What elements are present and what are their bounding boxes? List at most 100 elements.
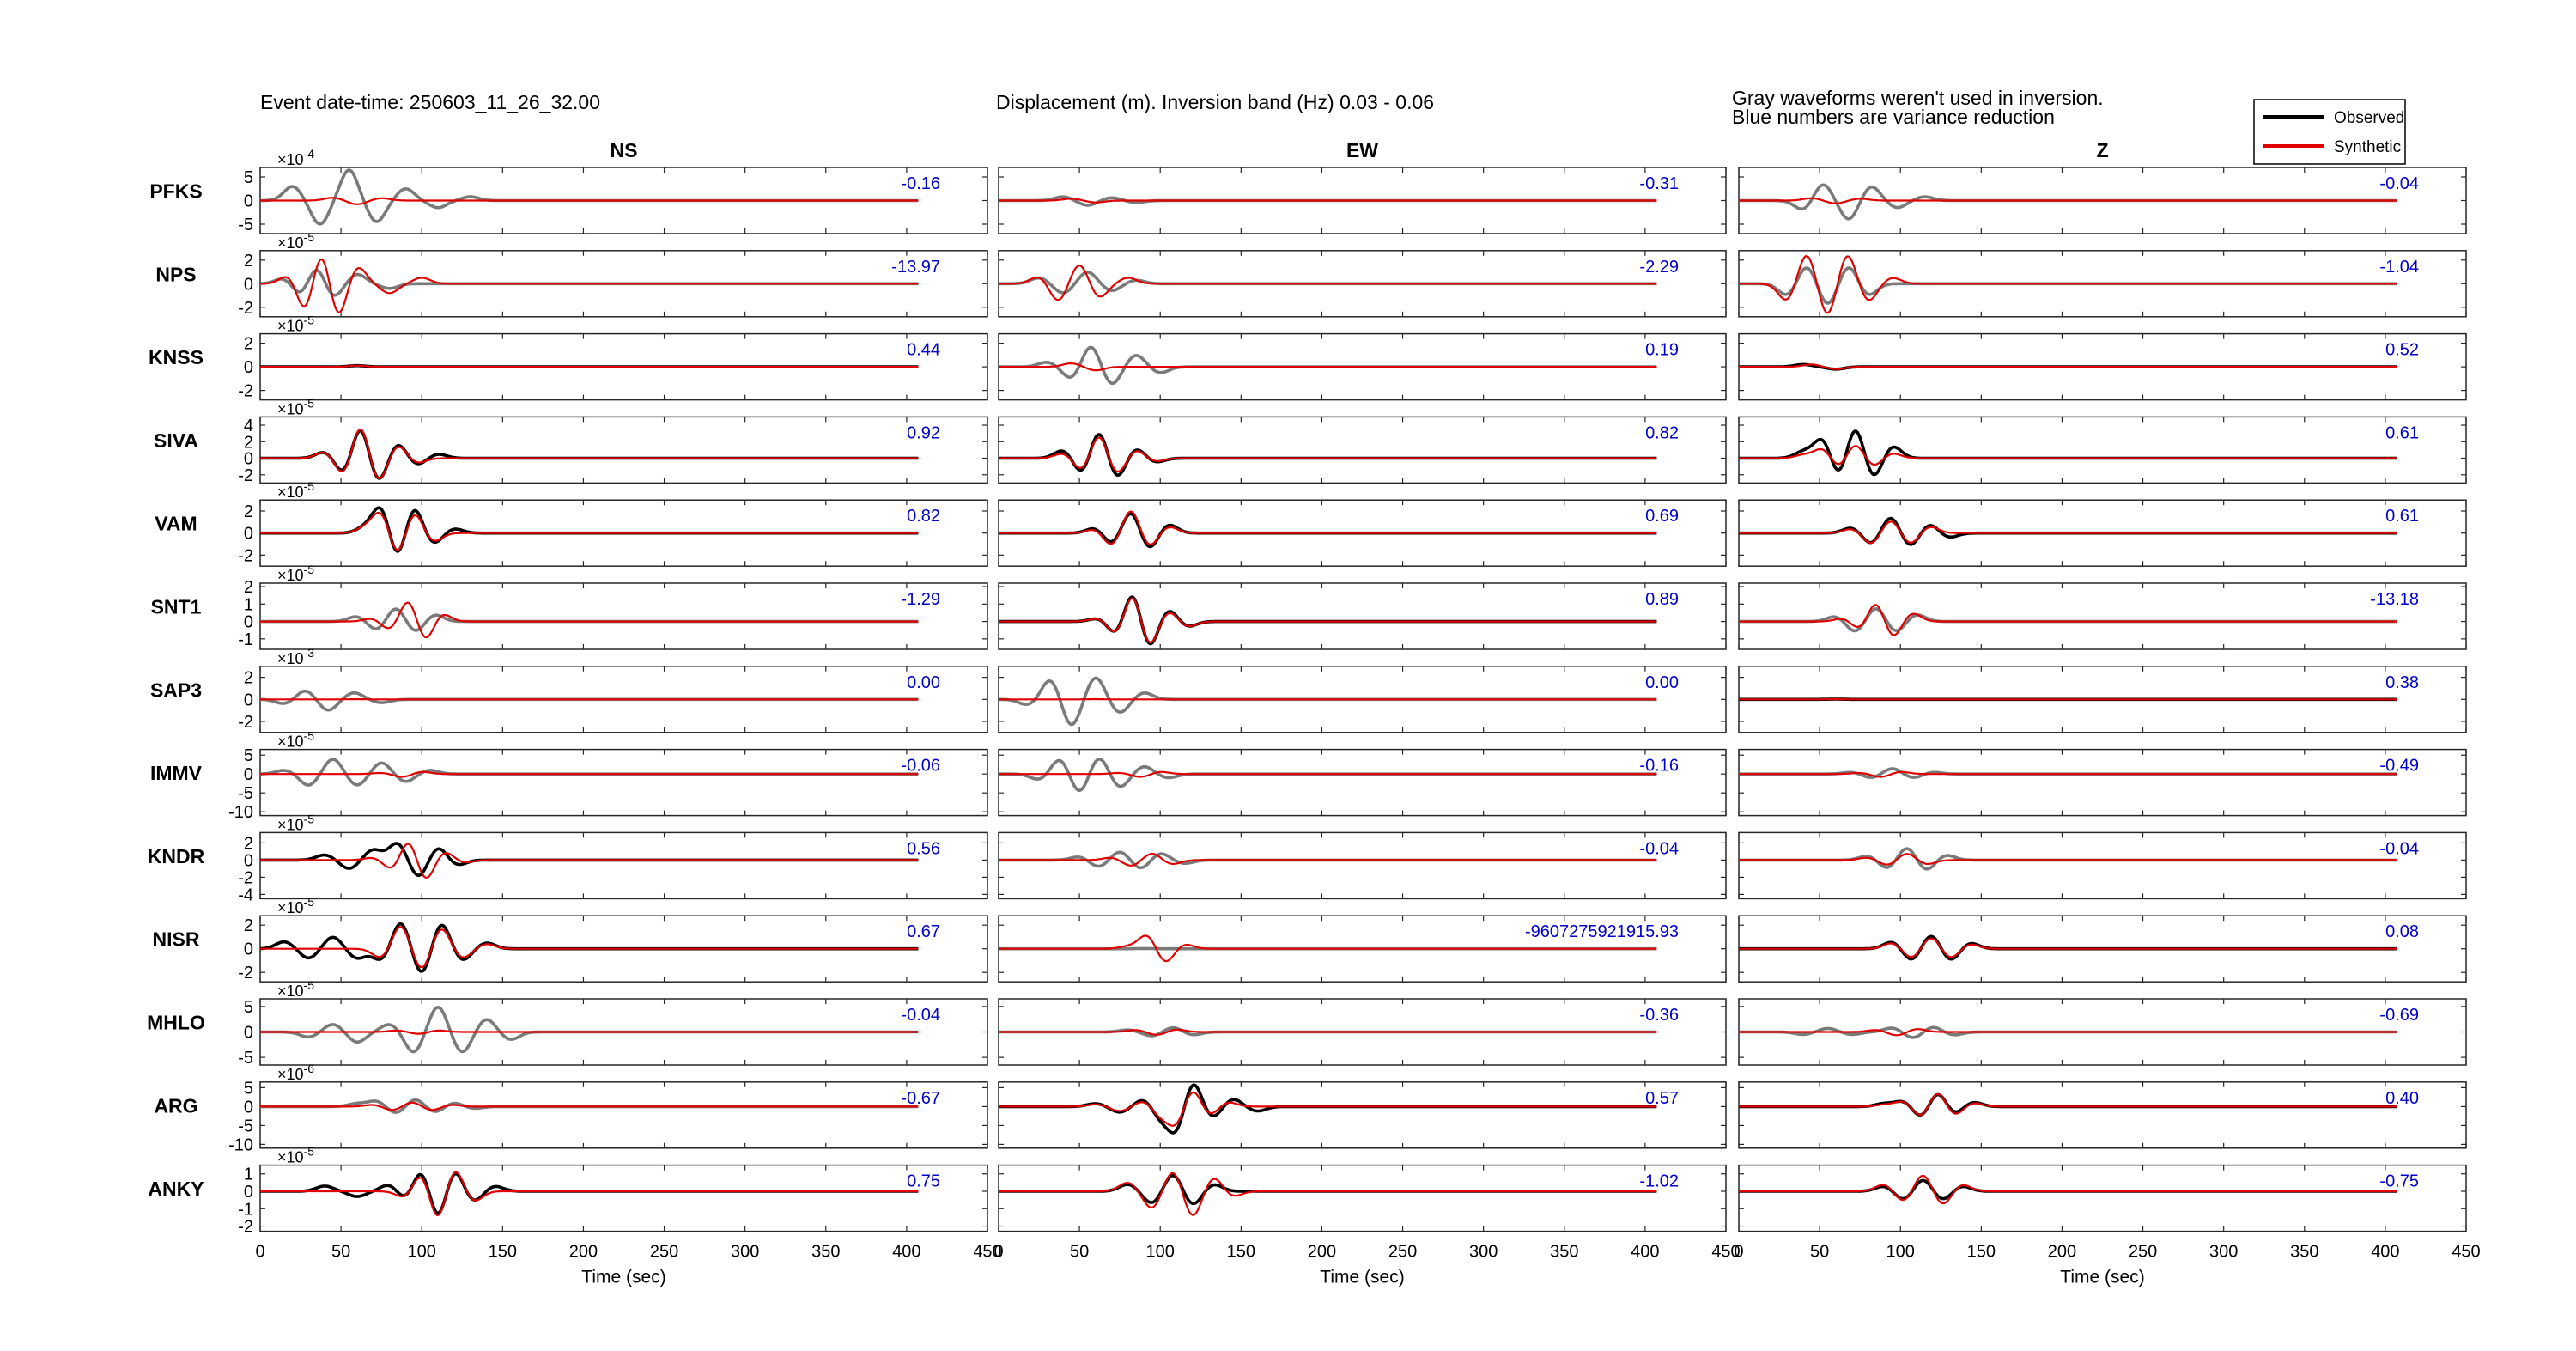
synthetic-trace <box>260 364 919 368</box>
variance-reduction-value: -0.69 <box>2379 1006 2419 1025</box>
y-tick-label: 5 <box>244 998 253 1017</box>
panel-nisr-z: 0.08 <box>1738 915 2467 983</box>
panel-vam-ns: 20-2×10-50.82 <box>238 479 988 567</box>
synthetic-trace <box>260 197 919 205</box>
variance-reduction-value: 0.52 <box>2385 341 2419 360</box>
variance-reduction-value: -2.29 <box>1639 258 1679 277</box>
station-label-siva: SIVA <box>154 429 198 452</box>
synthetic-trace <box>260 843 919 879</box>
y-tick-label: 2 <box>244 578 253 597</box>
y-tick-label: 5 <box>244 746 253 765</box>
variance-reduction-value: -0.16 <box>1639 757 1679 776</box>
synthetic-trace <box>1739 445 2397 466</box>
panel-snt1-ew: 0.89 <box>998 582 1727 650</box>
panel-siva-z: 0.61 <box>1738 416 2467 484</box>
panel-anky-z: -0.75 <box>1738 1164 2467 1232</box>
note-variance-reduction: Blue numbers are variance reduction <box>1732 106 2055 128</box>
component-title-ns: NS <box>611 139 638 161</box>
panel-sap3-z: 0.38 <box>1738 666 2467 733</box>
variance-reduction-value: 0.56 <box>907 839 940 858</box>
panel-pfks-ew: -0.31 <box>998 167 1727 234</box>
axes-frame <box>998 1081 1727 1149</box>
synthetic-trace <box>260 429 919 480</box>
y-exponent-label: ×10-4 <box>277 147 314 168</box>
synthetic-trace <box>1739 520 2397 545</box>
panel-mhlo-ew: -0.36 <box>998 998 1727 1066</box>
panel-nisr-ew: -9607275921915.93 <box>998 915 1727 983</box>
panel-knss-z: 0.52 <box>1738 332 2467 401</box>
x-tick-label: 350 <box>811 1243 840 1262</box>
x-tick-label: 200 <box>1308 1243 1336 1262</box>
synthetic-trace <box>1739 197 2397 204</box>
station-label-arg: ARG <box>154 1094 197 1117</box>
y-tick-label: -2 <box>238 964 253 983</box>
synthetic-trace <box>260 601 919 639</box>
synthetic-trace <box>260 926 919 969</box>
variance-reduction-value: -0.36 <box>1639 1006 1679 1025</box>
x-tick-label: 250 <box>650 1243 678 1262</box>
x-tick-label: 350 <box>2290 1243 2318 1262</box>
axes-frame <box>259 748 988 817</box>
panel-anky-ew: -1.02 <box>998 1164 1727 1232</box>
legend-observed-label: Observed <box>2334 109 2404 127</box>
y-tick-label: 2 <box>244 335 253 354</box>
panel-kndr-z: -0.04 <box>1738 831 2467 900</box>
axes-frame <box>259 416 988 484</box>
y-tick-label: 0 <box>244 1098 253 1117</box>
panel-anky-ns: 10-1-2×10-50.75 <box>238 1145 988 1237</box>
variance-reduction-value: -0.04 <box>2379 174 2419 193</box>
station-label-nps: NPS <box>155 263 196 285</box>
y-tick-label: -10 <box>228 803 253 822</box>
synthetic-trace <box>1739 1092 2397 1117</box>
synthetic-trace <box>260 1171 919 1216</box>
y-tick-label: 2 <box>244 502 253 521</box>
panel-pfks-ns: 5 0 -5 ×10-4 -0.16 <box>238 147 988 234</box>
y-exponent-label: ×10-6 <box>277 1062 314 1083</box>
synthetic-trace <box>999 1028 1657 1036</box>
variance-reduction-value: -9607275921915.93 <box>1525 922 1679 941</box>
panel-kndr-ew: -0.04 <box>998 831 1727 900</box>
variance-reduction-value: 0.44 <box>907 341 940 360</box>
panel-mhlo-z: -0.69 <box>1738 998 2467 1066</box>
variance-reduction-value: 0.08 <box>2385 922 2419 941</box>
x-tick-label: 300 <box>2209 1243 2238 1262</box>
synthetic-trace <box>1739 937 2397 958</box>
axes-frame <box>998 831 1727 900</box>
axes-frame <box>1738 831 2467 900</box>
inversion-band: Displacement (m). Inversion band (Hz) 0.… <box>996 91 1434 113</box>
panel-knss-ns: 20-2×10-50.44 <box>238 313 988 401</box>
variance-reduction-value: 0.67 <box>907 922 940 941</box>
y-tick-label: 0 <box>244 192 253 211</box>
x-tick-label: 150 <box>1227 1243 1255 1262</box>
y-tick-label: -2 <box>238 546 253 565</box>
synthetic-trace <box>1739 853 2397 866</box>
x-tick-label: 50 <box>331 1243 350 1262</box>
y-tick-label: 0 <box>244 450 253 469</box>
y-tick-label: 2 <box>244 252 253 271</box>
y-tick-label: 0 <box>244 1024 253 1043</box>
variance-reduction-value: 0.00 <box>907 673 940 692</box>
synthetic-trace <box>1739 770 2397 778</box>
x-tick-label: 200 <box>2048 1243 2076 1262</box>
variance-reduction-value: -0.31 <box>1639 174 1679 193</box>
variance-reduction-value: 0.61 <box>2385 507 2419 526</box>
axes-frame <box>998 748 1727 817</box>
component-title-z: Z <box>2096 139 2108 161</box>
variance-reduction-value: -1.02 <box>1639 1172 1679 1191</box>
station-label-snt1: SNT1 <box>151 596 202 618</box>
y-tick-label: 0 <box>244 765 253 784</box>
variance-reduction-value: 0.92 <box>907 423 940 442</box>
variance-reduction-value: -13.97 <box>891 258 940 277</box>
panel-vam-z: 0.61 <box>1738 499 2467 567</box>
legend-synthetic-label: Synthetic <box>2334 138 2401 156</box>
x-tick-label: 100 <box>408 1243 436 1262</box>
synthetic-trace <box>999 770 1657 778</box>
variance-reduction-value: -0.06 <box>901 757 940 776</box>
station-label-knss: KNSS <box>149 346 204 368</box>
panel-siva-ew: 0.82 <box>998 416 1727 484</box>
synthetic-trace <box>999 198 1657 204</box>
y-tick-label: -2 <box>238 299 253 318</box>
variance-reduction-value: -0.04 <box>2379 839 2419 858</box>
synthetic-trace <box>999 1091 1657 1127</box>
